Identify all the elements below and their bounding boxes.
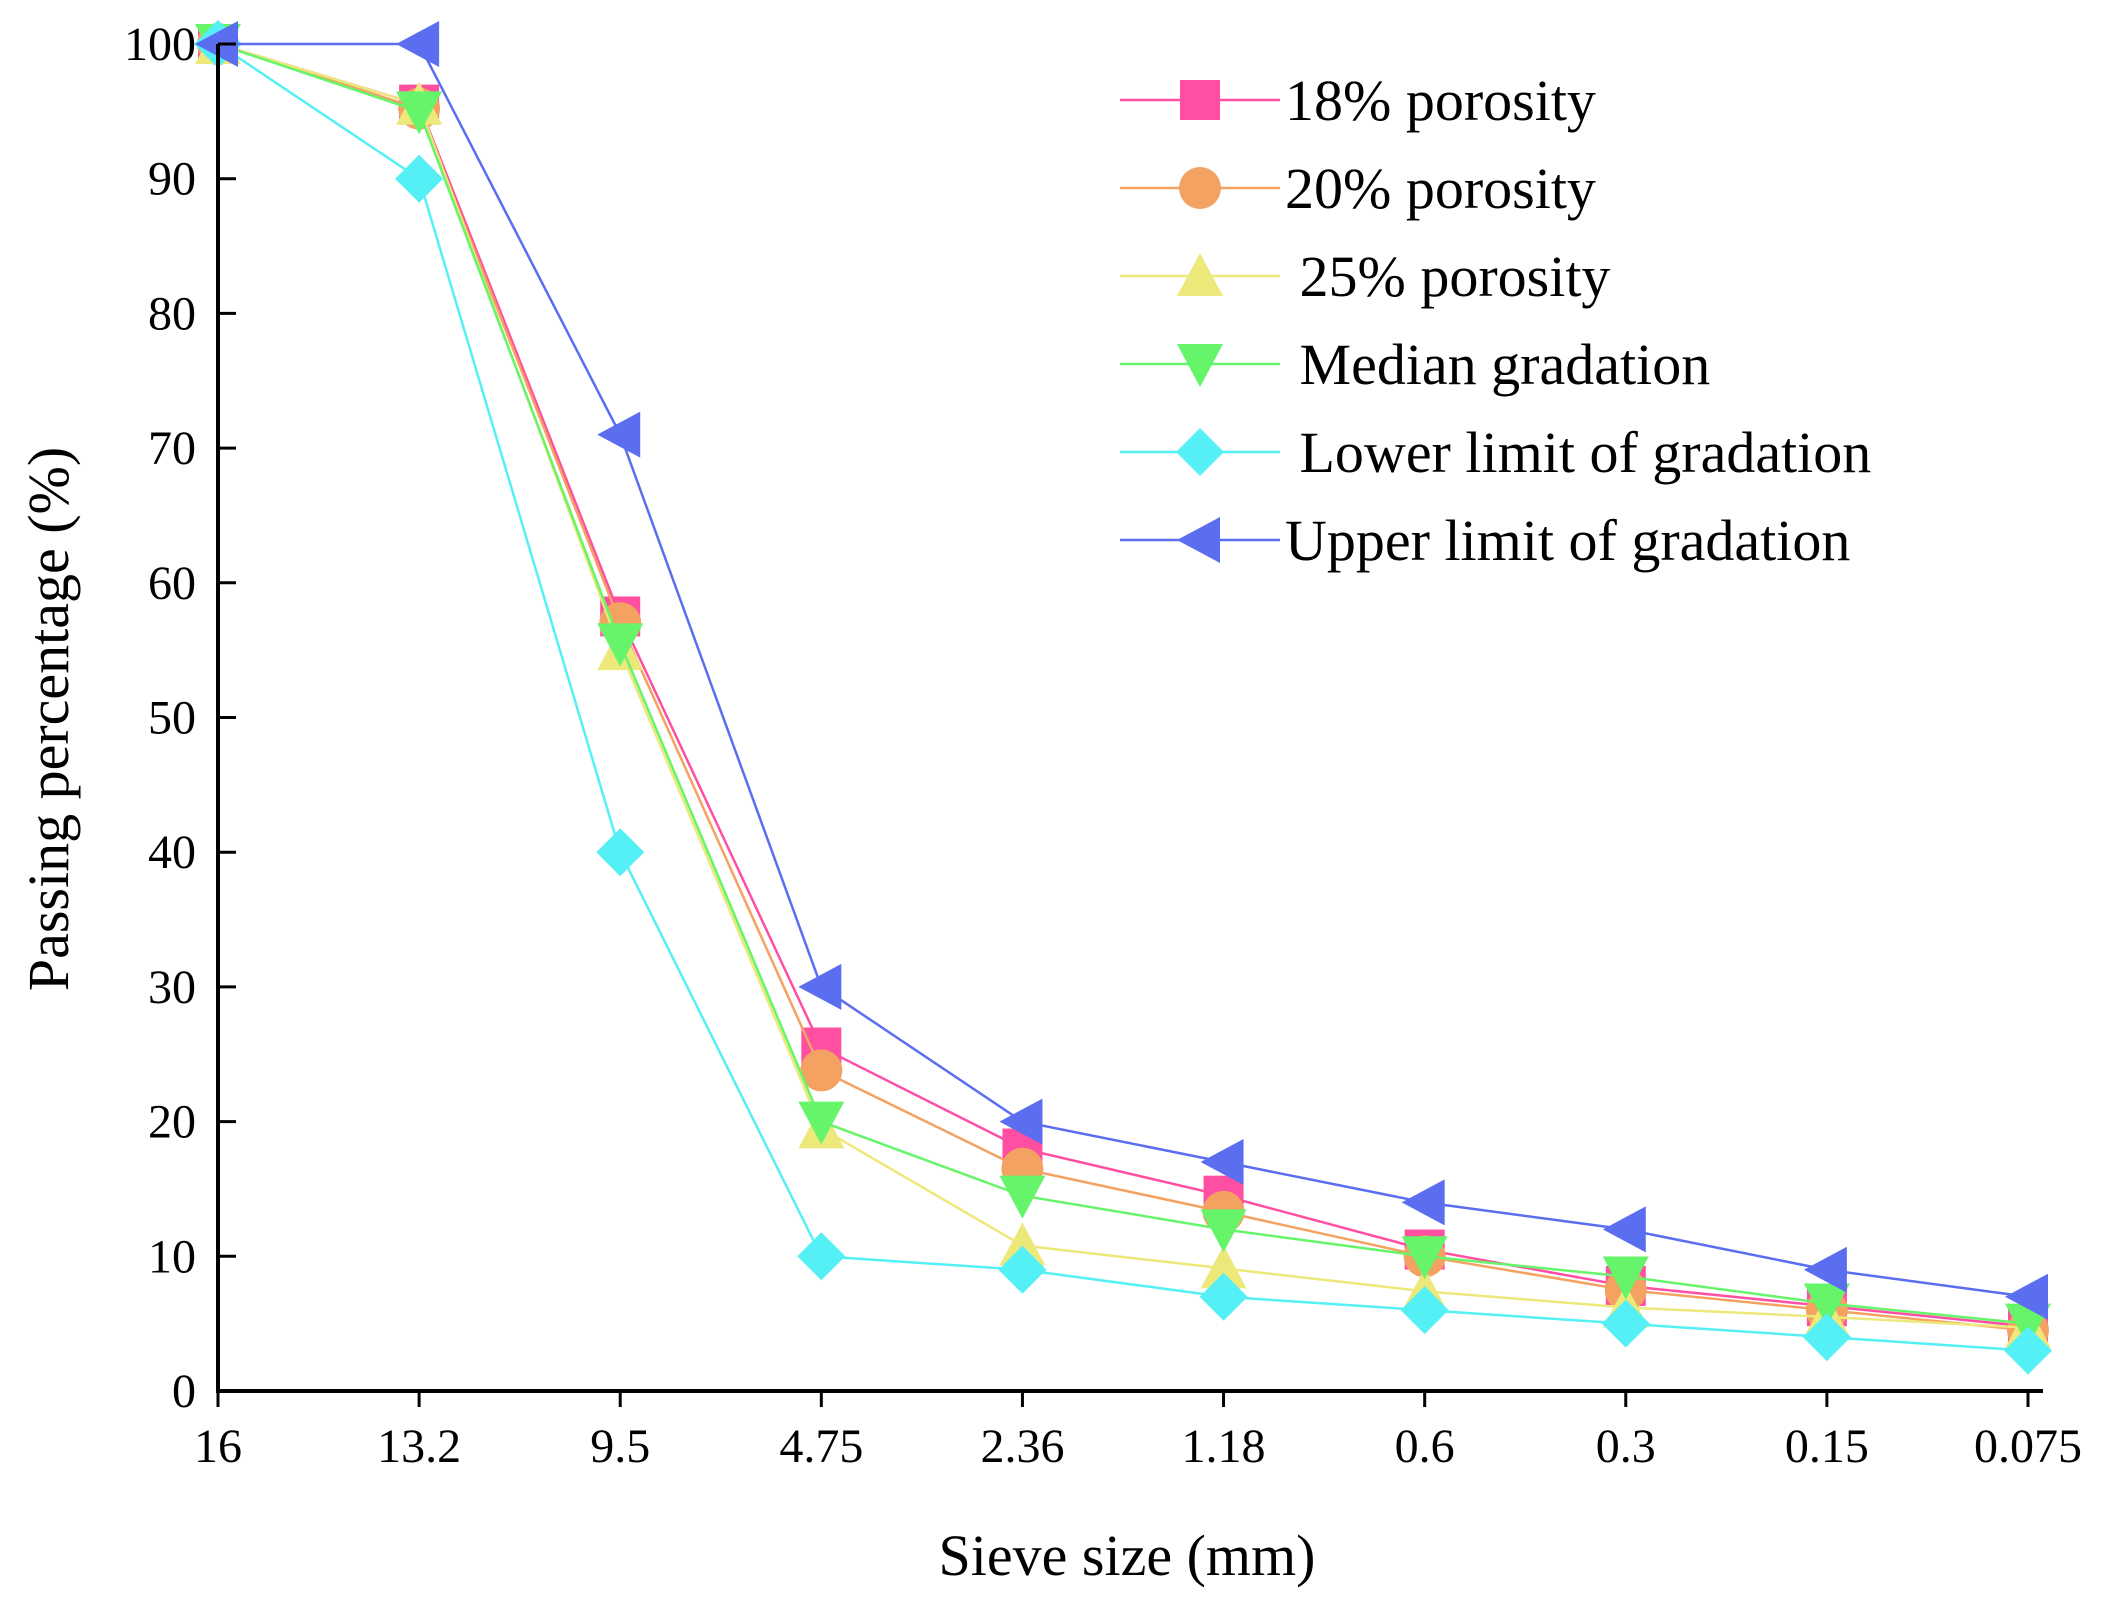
data-point [1602, 1256, 1649, 1300]
data-point [1802, 1313, 1851, 1362]
legend: 18% porosity 20% porosity 25% porosity Me… [1120, 68, 1871, 573]
data-point [999, 1175, 1046, 1219]
series-2 [197, 23, 2049, 1352]
y-tick-label: 60 [148, 557, 196, 610]
x-tick-label: 4.75 [779, 1420, 863, 1473]
series-layer [194, 20, 2052, 1375]
data-point [999, 1098, 1043, 1145]
legend-label: Lower limit of gradation [1285, 420, 1871, 485]
y-axis-title: Passing percentage (%) [16, 447, 81, 991]
legend-marker [1176, 428, 1224, 476]
data-point [798, 963, 842, 1010]
legend-marker [1179, 167, 1221, 209]
data-point [998, 1245, 1047, 1294]
x-tick-label: 16 [194, 1420, 242, 1473]
series-line [217, 42, 2029, 1325]
series-3 [195, 21, 2051, 1348]
x-tick-label: 0.15 [1785, 1420, 1869, 1473]
series-line [217, 42, 2029, 1332]
data-point [1602, 1206, 1646, 1253]
legend-marker [1177, 344, 1223, 387]
data-point [597, 411, 641, 458]
legend-label: Upper limit of gradation [1285, 508, 1850, 573]
y-tick-label: 20 [148, 1096, 196, 1149]
series-5 [194, 20, 2052, 1375]
series-line [217, 42, 2029, 1352]
x-tick-label: 0.075 [1974, 1420, 2082, 1473]
data-point [395, 154, 444, 203]
legend-item: Upper limit of gradation [1120, 508, 1850, 573]
axes [216, 44, 2043, 1393]
y-tick-label: 30 [148, 961, 196, 1014]
data-point [1200, 1209, 1247, 1253]
data-point [798, 1101, 845, 1145]
data-point [597, 623, 644, 667]
data-point [1200, 1139, 1244, 1186]
data-point [1803, 1246, 1847, 1293]
data-point [1401, 1236, 1448, 1280]
data-point [396, 21, 440, 67]
y-tick-label: 80 [148, 287, 196, 340]
legend-label: Median gradation [1285, 332, 1710, 397]
x-tick-label: 9.5 [590, 1420, 650, 1473]
series-line [218, 42, 2029, 1298]
y-tick-label: 90 [148, 153, 196, 206]
y-tick-label: 70 [148, 422, 196, 475]
data-point [2004, 1326, 2052, 1375]
legend-label: 18% porosity [1285, 68, 1596, 133]
data-point [2005, 1273, 2048, 1320]
legend-label: 20% porosity [1285, 156, 1596, 221]
data-point [1401, 1179, 1445, 1226]
data-point [396, 91, 443, 135]
data-point [1601, 1299, 1650, 1348]
legend-label: 25% porosity [1285, 244, 1610, 309]
y-ticks: 0 10 20 30 40 50 60 70 80 90 100 [124, 18, 236, 1418]
x-tick-label: 13.2 [377, 1420, 461, 1473]
data-point [596, 828, 645, 877]
legend-item: 18% porosity [1120, 68, 1596, 133]
legend-marker [1180, 80, 1220, 120]
legend-marker [1177, 517, 1220, 563]
legend-item: 25% porosity [1120, 244, 1610, 309]
y-tick-label: 100 [124, 18, 196, 71]
legend-item: Median gradation [1120, 332, 1710, 397]
y-tick-label: 50 [148, 692, 196, 745]
x-tick-label: 0.6 [1395, 1420, 1455, 1473]
series-1 [198, 24, 2048, 1347]
data-point [999, 1222, 1046, 1266]
y-tick-label: 10 [148, 1230, 196, 1283]
series-6 [195, 21, 2048, 1320]
x-tick-label: 1.18 [1182, 1420, 1266, 1473]
series-4 [195, 24, 2051, 1347]
x-ticks: 16 13.2 9.5 4.75 2.36 1.18 0.6 0.3 0.15 0.075 [194, 1391, 2082, 1473]
y-tick-label: 0 [172, 1365, 196, 1418]
x-axis-title: Sieve size (mm) [939, 1523, 1316, 1588]
data-point [797, 1232, 846, 1281]
data-point [1803, 1283, 1850, 1327]
legend-marker [1177, 253, 1223, 296]
legend-item: Lower limit of gradation [1120, 420, 1871, 485]
x-tick-label: 0.3 [1596, 1420, 1656, 1473]
y-tick-label: 40 [148, 826, 196, 879]
series-line [217, 42, 2029, 1328]
x-tick-label: 2.36 [980, 1420, 1064, 1473]
data-point [800, 1049, 843, 1092]
legend-item: 20% porosity [1120, 156, 1596, 221]
data-point [1200, 1245, 1247, 1289]
data-point [1199, 1272, 1248, 1321]
data-point [1400, 1286, 1449, 1335]
series-line [217, 42, 2029, 1329]
